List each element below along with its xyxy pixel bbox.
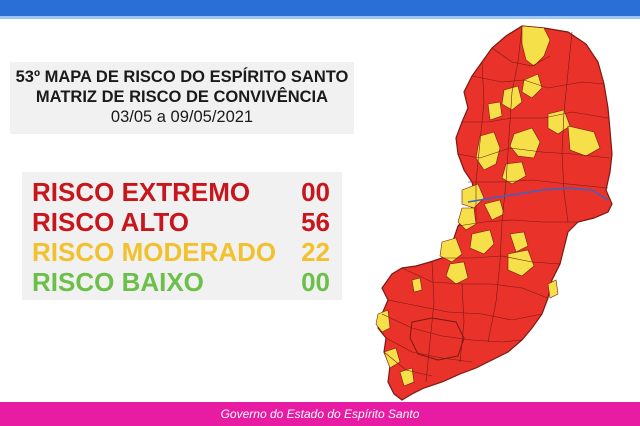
moderado-region	[547, 279, 559, 299]
risk-label: RISCO ALTO	[32, 207, 189, 237]
moderado-region	[521, 73, 543, 99]
state-map-svg	[375, 25, 613, 401]
period-line: 03/05 a 09/05/2021	[110, 108, 254, 126]
moderado-region	[567, 125, 601, 157]
top-bar	[0, 0, 640, 16]
risk-map	[372, 22, 634, 402]
moderado-region	[507, 249, 535, 277]
moderado-region	[469, 229, 495, 255]
risk-row-alto: RISCO ALTO 56	[32, 208, 336, 236]
risk-row-extremo: RISCO EXTREMO 00	[32, 178, 336, 206]
municipal-borders	[381, 25, 611, 383]
footer-text: Governo do Estado do Espírito Santo	[220, 407, 420, 421]
moderado-region	[461, 183, 485, 209]
moderado-region	[445, 261, 469, 285]
moderado-region	[399, 367, 415, 387]
moderado-region	[411, 277, 423, 293]
risk-label: RISCO BAIXO	[32, 267, 204, 297]
risk-count: 00	[301, 267, 330, 297]
moderado-region	[501, 161, 527, 185]
top-bar-accent	[0, 16, 640, 19]
title-panel: 53º MAPA DE RISCO DO ESPÍRITO SANTO MATR…	[10, 62, 354, 134]
footer-bar: Governo do Estado do Espírito Santo	[0, 402, 640, 426]
risk-row-moderado: RISCO MODERADO 22	[32, 238, 336, 266]
title-line-2: MATRIZ DE RISCO DE CONVIVÊNCIA	[35, 88, 329, 106]
risk-count: 56	[301, 207, 330, 237]
moderado-region	[521, 25, 551, 67]
risk-label: RISCO MODERADO	[32, 237, 277, 267]
moderado-region	[383, 347, 401, 369]
moderado-region	[509, 231, 529, 253]
risk-count: 00	[301, 177, 330, 207]
risk-summary-panel: RISCO EXTREMO 00 RISCO ALTO 56 RISCO MOD…	[22, 172, 342, 300]
metro-area-outline	[409, 317, 465, 361]
moderado-region	[375, 309, 391, 333]
river	[467, 187, 609, 203]
risk-label: RISCO EXTREMO	[32, 177, 251, 207]
risk-row-baixo: RISCO BAIXO 00	[32, 268, 336, 296]
moderado-region	[483, 199, 505, 221]
moderado-region	[501, 85, 523, 111]
moderado-region	[457, 207, 477, 231]
title-line-1: 53º MAPA DE RISCO DO ESPÍRITO SANTO	[15, 68, 349, 86]
moderado-region	[509, 127, 541, 159]
moderado-region	[475, 131, 501, 171]
risk-count: 22	[301, 237, 330, 267]
moderado-region	[487, 101, 503, 121]
